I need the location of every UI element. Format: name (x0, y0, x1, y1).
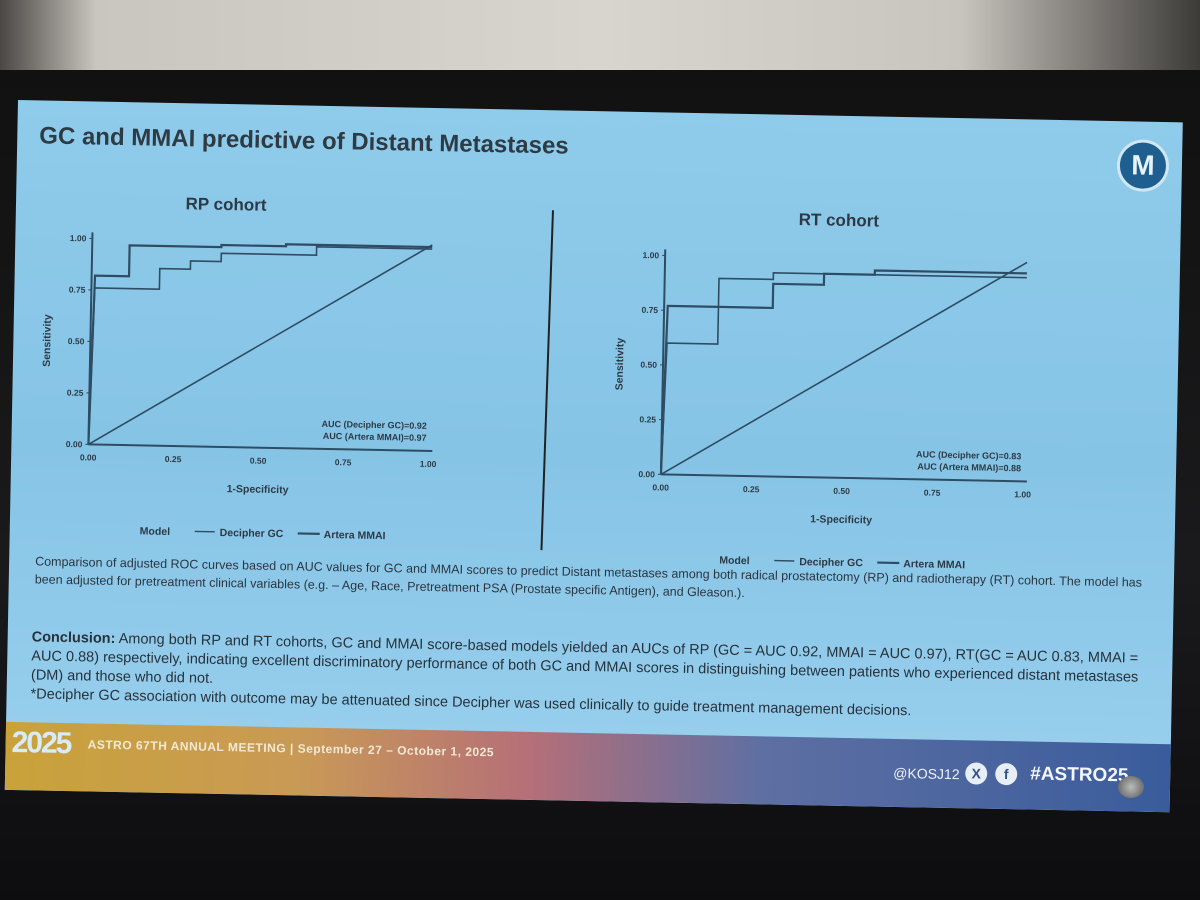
conclusion-text: Among both RP and RT cohorts, GC and MMA… (30, 630, 1139, 687)
y-tick-label: 1.00 (70, 233, 87, 243)
y-tick-label: 0.00 (66, 439, 83, 449)
legend-title: Model (719, 555, 750, 568)
y-tick-label: 1.00 (642, 250, 659, 260)
background-wall (0, 0, 1200, 78)
conclusion: Conclusion: Among both RP and RT cohorts… (30, 628, 1156, 726)
x-axis-label: 1-Specificity (810, 513, 872, 526)
auc-annotation: AUC (Decipher GC)=0.92 (321, 419, 426, 431)
legend-title: Model (140, 525, 171, 538)
auc-annotation: AUC (Decipher GC)=0.83 (916, 449, 1021, 461)
chart-divider (540, 210, 554, 551)
footnote: *Decipher GC association with outcome ma… (30, 686, 912, 720)
x-tick-label: 0.00 (652, 482, 669, 492)
x-axis (88, 443, 433, 453)
y-tick-label: 0.25 (639, 414, 656, 424)
x-icon: X (965, 762, 988, 785)
y-tick-label: 0.00 (638, 469, 655, 479)
chart-title: RP cohort (185, 194, 267, 215)
roc-curve-reference (87, 244, 433, 446)
conclusion-label: Conclusion: (31, 629, 116, 647)
twitter-handle: @KOSJ12 (893, 764, 960, 783)
hashtag: #ASTRO25 (1030, 763, 1129, 787)
roc-curve-artera-mmai (659, 269, 1027, 475)
x-tick-label: 0.75 (335, 457, 352, 467)
y-tick-label: 0.75 (641, 305, 658, 315)
facebook-icon: f (995, 762, 1018, 786)
x-tick-label: 1.00 (1014, 489, 1031, 499)
presentation-slide: GC and MMAI predictive of Distant Metast… (4, 100, 1183, 813)
meeting-info: ASTRO 67TH ANNUAL MEETING | September 27… (87, 737, 495, 760)
y-tick-label: 0.75 (69, 285, 86, 295)
legend-label-decipher-gc: Decipher GC (799, 556, 863, 569)
chart-title: RT cohort (799, 210, 880, 231)
auc-annotation: AUC (Artera MMAI)=0.97 (323, 431, 427, 443)
auc-annotation: AUC (Artera MMAI)=0.88 (917, 461, 1021, 473)
microphone (1118, 776, 1144, 798)
x-tick-label: 0.25 (165, 454, 182, 464)
x-tick-label: 0.50 (833, 486, 850, 496)
x-axis (660, 473, 1027, 483)
legend-label-decipher-gc: Decipher GC (220, 527, 284, 540)
y-tick-label: 0.50 (68, 336, 85, 346)
y-axis-label: Sensitivity (41, 314, 54, 367)
x-axis-label: 1-Specificity (227, 483, 289, 496)
roc-curve-reference (660, 261, 1028, 476)
roc-charts: RP cohort 0.00 0.25 0.50 0.75 1.00 0.00 0.25 0.5… (41, 194, 1031, 571)
roc-curve-decipher-gc (87, 246, 433, 445)
astro-2025-logo: 2025 (11, 725, 71, 761)
x-tick-label: 0.00 (80, 452, 97, 462)
x-tick-label: 0.25 (743, 484, 760, 494)
y-tick-label: 0.50 (640, 359, 657, 369)
y-tick-label: 0.25 (67, 387, 84, 397)
x-tick-label: 0.75 (924, 487, 941, 497)
legend-label-artera-mmai: Artera MMAI (324, 529, 386, 542)
x-tick-label: 0.50 (250, 456, 267, 466)
x-tick-label: 1.00 (420, 459, 437, 469)
legend-label-artera-mmai: Artera MMAI (903, 558, 965, 571)
y-axis-label: Sensitivity (614, 338, 627, 391)
roc-curve-artera-mmai (87, 243, 433, 445)
